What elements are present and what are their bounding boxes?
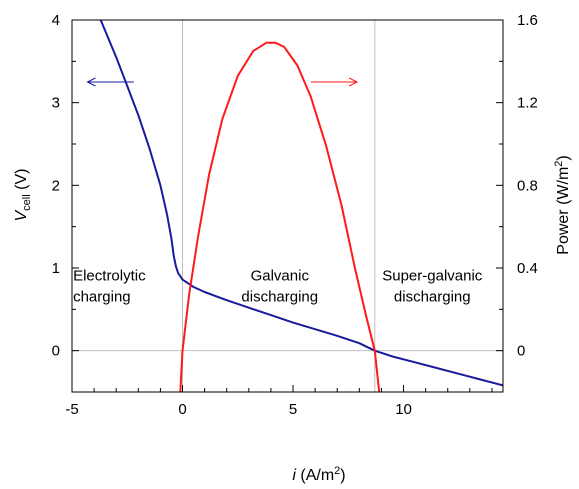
x-axis-label: i (A/m2)	[292, 465, 345, 484]
region-label-galvanic: Galvanic discharging	[241, 267, 318, 305]
power-line	[179, 41, 381, 392]
x-tick-label: 0	[178, 401, 186, 418]
left-arrow-head	[86, 77, 96, 87]
region-label-line: Super-galvanic	[382, 267, 483, 284]
tick-labels: -5 0 5 10 0 1 2 3 4 0 0.4 0.8 1.2 1.6	[52, 12, 538, 418]
region-label-line: Electrolytic	[73, 267, 146, 284]
x-tick-label: 5	[289, 401, 297, 418]
x-tick-label: -5	[65, 401, 78, 418]
region-label-line: Galvanic	[251, 267, 310, 284]
y-axis-left-label: Vcell (V)	[13, 169, 33, 222]
arrows-layer	[86, 77, 359, 87]
region-label-electrolytic: Electrolytic charging	[73, 267, 146, 305]
series-layer	[99, 20, 503, 392]
region-label-line: charging	[73, 288, 131, 305]
y-right-tick-label: 0	[517, 343, 525, 360]
y-left-tick-label: 0	[52, 343, 60, 360]
region-label-super-galvanic: Super-galvanic discharging	[382, 267, 483, 305]
region-label-line: discharging	[241, 288, 318, 305]
y-right-tick-label: 1.6	[517, 12, 538, 29]
y-right-tick-label: 1.2	[517, 95, 538, 112]
gridlines	[72, 20, 503, 392]
x-tick-label: 10	[395, 401, 412, 418]
right-arrow-head	[348, 77, 359, 87]
y-axis-right-label: Power (W/m2)	[553, 155, 572, 254]
voltage-line	[99, 20, 503, 387]
y-right-tick-label: 0.4	[517, 260, 538, 277]
ticks-layer	[71, 19, 503, 393]
y-left-tick-label: 2	[52, 177, 60, 194]
y-right-tick-label: 0.8	[517, 177, 538, 194]
region-label-line: discharging	[394, 288, 471, 305]
plot-frame	[71, 19, 504, 393]
y-left-tick-label: 3	[52, 95, 60, 112]
y-left-tick-label: 1	[52, 260, 60, 277]
y-left-tick-label: 4	[52, 12, 60, 29]
